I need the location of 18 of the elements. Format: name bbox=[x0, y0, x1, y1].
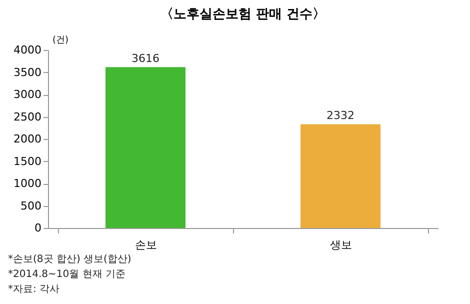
y-tick-label: 3000 bbox=[14, 88, 42, 101]
y-tick-label: 0 bbox=[34, 222, 42, 234]
y-tick-label: 1500 bbox=[14, 154, 42, 168]
x-tick-label: 손보 bbox=[135, 238, 157, 252]
y-tick-label: 2000 bbox=[14, 132, 42, 146]
y-tick-label: 3500 bbox=[14, 66, 42, 79]
text: *자료: 각사 bbox=[8, 284, 60, 295]
text: *손보(8곳 합산) 생보(합산) bbox=[8, 254, 132, 265]
data-label: 3616 bbox=[132, 52, 160, 66]
y-tick-label: 500 bbox=[20, 199, 42, 212]
text: *2014.8~10월 현재 기준 bbox=[8, 269, 126, 280]
y-tick-label: 2500 bbox=[14, 110, 42, 124]
chart-title: 〈노후실손보험 판매 건수〉 bbox=[160, 7, 326, 22]
y-tick-label: 4000 bbox=[14, 44, 42, 56]
x-tick-label: 생보 bbox=[330, 238, 352, 252]
data-label: 2332 bbox=[326, 109, 354, 122]
y-tick-label: 1000 bbox=[14, 177, 42, 190]
y-axis-title: (건) bbox=[52, 36, 69, 46]
